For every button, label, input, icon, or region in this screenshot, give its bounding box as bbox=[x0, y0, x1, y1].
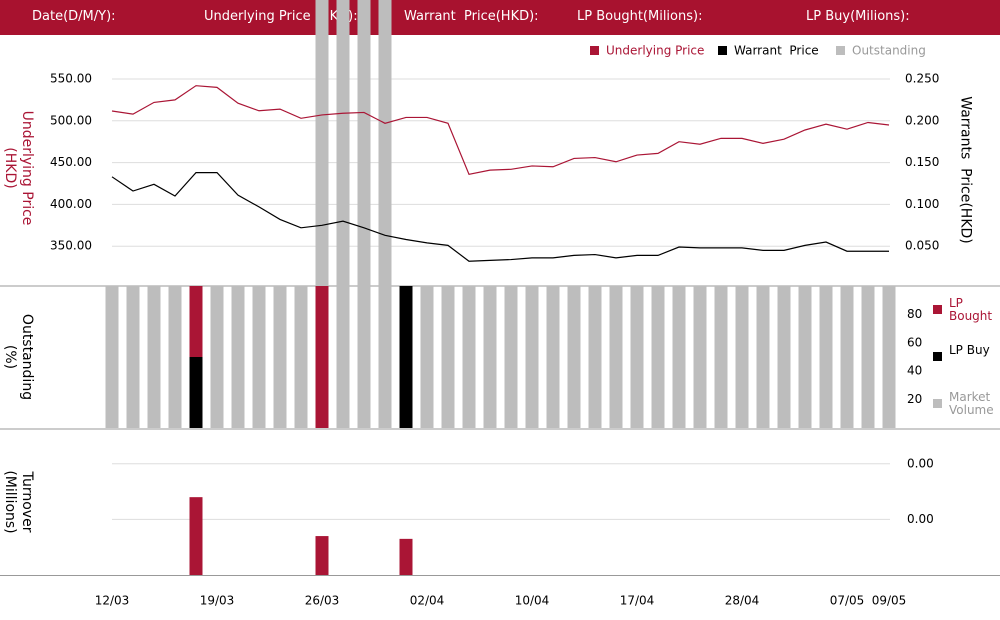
header-bar: Date(D/M/Y): Underlying Price (HKD): War… bbox=[0, 0, 1000, 35]
legend-swatch bbox=[933, 399, 942, 408]
bar bbox=[147, 286, 161, 428]
header-field: Date(D/M/Y): bbox=[32, 9, 116, 24]
legend-label: LP Buy bbox=[949, 343, 990, 357]
tick-label: 0.200 bbox=[905, 113, 939, 127]
legend-label: Market Volume bbox=[949, 390, 995, 418]
bar bbox=[672, 286, 686, 428]
bar bbox=[441, 286, 455, 428]
legend-swatch bbox=[590, 46, 599, 55]
bar bbox=[588, 286, 602, 428]
bar bbox=[252, 286, 266, 428]
tick-label: 20 bbox=[907, 392, 922, 406]
bar bbox=[273, 286, 287, 428]
bar bbox=[378, 286, 392, 428]
tick-label: 400.00 bbox=[50, 197, 92, 211]
tick-label: 550.00 bbox=[50, 72, 92, 86]
legend-swatch bbox=[933, 305, 942, 314]
bar bbox=[525, 286, 539, 428]
tick-label: 0.00 bbox=[907, 456, 934, 470]
tick-label: 0.050 bbox=[905, 239, 939, 253]
legend-label: Warrant Price bbox=[734, 44, 819, 58]
x-tick-label: 19/03 bbox=[200, 594, 235, 608]
bar bbox=[315, 536, 329, 575]
bar bbox=[336, 0, 350, 288]
tick-label: 0.250 bbox=[905, 72, 939, 86]
bar bbox=[399, 286, 413, 428]
legend-label: Underlying Price bbox=[606, 44, 704, 58]
tick-label: 0.150 bbox=[905, 155, 939, 169]
bar bbox=[777, 286, 791, 428]
legend-label: LP Bought bbox=[949, 296, 993, 324]
bar bbox=[714, 286, 728, 428]
bar bbox=[798, 286, 812, 428]
tick-label: 60 bbox=[907, 335, 922, 349]
bar bbox=[861, 286, 875, 428]
bar bbox=[882, 286, 896, 428]
x-tick-label: 17/04 bbox=[620, 594, 655, 608]
tick-label: 0.100 bbox=[905, 197, 939, 211]
header-field: Warrant Price(HKD): bbox=[404, 9, 539, 24]
header-field: LP Buy(Milions): bbox=[806, 9, 910, 24]
bar bbox=[189, 497, 203, 575]
bar bbox=[378, 0, 392, 288]
bar bbox=[357, 0, 371, 288]
legend-swatch bbox=[933, 352, 942, 361]
bar bbox=[735, 286, 749, 428]
x-tick-label: 28/04 bbox=[725, 594, 760, 608]
bar bbox=[315, 0, 329, 288]
bar bbox=[609, 286, 623, 428]
tick-label: 350.00 bbox=[50, 239, 92, 253]
tick-label: 0.00 bbox=[907, 512, 934, 526]
bar bbox=[294, 286, 308, 428]
bar bbox=[399, 538, 413, 575]
header-field: LP Bought(Milions): bbox=[577, 9, 703, 24]
y2-axis-label: Warrants Price(HKD) bbox=[957, 96, 974, 244]
tick-label: 450.00 bbox=[50, 155, 92, 169]
bar bbox=[357, 286, 371, 428]
legend-swatch bbox=[718, 46, 727, 55]
bar bbox=[819, 286, 833, 428]
bar bbox=[567, 286, 581, 428]
y-axis-label: Turnover (Millions) bbox=[2, 470, 35, 537]
tick-label: 500.00 bbox=[50, 113, 92, 127]
bar bbox=[231, 286, 245, 428]
bar bbox=[126, 286, 140, 428]
tick-label: 40 bbox=[907, 364, 922, 378]
bar bbox=[756, 286, 770, 428]
bar bbox=[462, 286, 476, 428]
bar bbox=[189, 286, 203, 357]
x-tick-label: 09/05 bbox=[872, 594, 907, 608]
x-tick-label: 02/04 bbox=[410, 594, 445, 608]
bar bbox=[336, 286, 350, 428]
legend-swatch bbox=[836, 46, 845, 55]
x-tick-label: 12/03 bbox=[95, 594, 130, 608]
bar bbox=[693, 286, 707, 428]
line bbox=[111, 85, 890, 175]
y-axis-label: Underlying Price (HKD) bbox=[2, 110, 35, 230]
x-tick-label: 07/05 bbox=[830, 594, 865, 608]
x-tick-label: 26/03 bbox=[305, 594, 340, 608]
bar bbox=[651, 286, 665, 428]
bar bbox=[483, 286, 497, 428]
bar bbox=[504, 286, 518, 428]
y-axis-label: Outstanding (%) bbox=[2, 313, 35, 405]
bar bbox=[630, 286, 644, 428]
bar bbox=[420, 286, 434, 428]
bar bbox=[168, 286, 182, 428]
line bbox=[111, 172, 889, 262]
bar bbox=[315, 286, 329, 428]
x-tick-label: 10/04 bbox=[515, 594, 550, 608]
bar bbox=[189, 357, 203, 428]
legend-label: Outstanding bbox=[852, 44, 926, 58]
bar bbox=[105, 286, 119, 428]
bar bbox=[546, 286, 560, 428]
tick-label: 80 bbox=[907, 307, 922, 321]
bar bbox=[840, 286, 854, 428]
bar bbox=[210, 286, 224, 428]
